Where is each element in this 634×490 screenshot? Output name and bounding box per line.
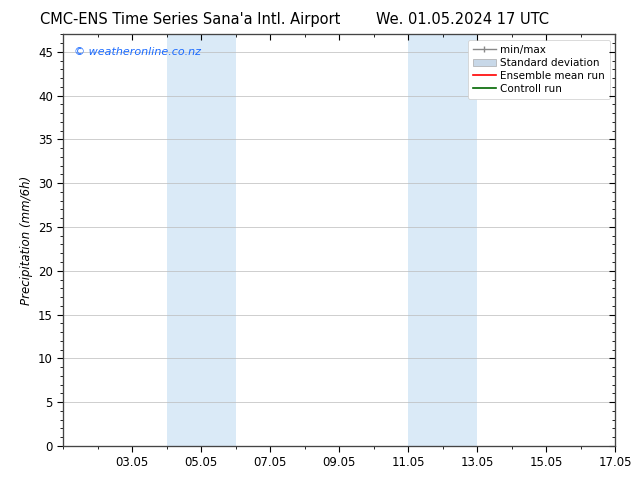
Text: © weatheronline.co.nz: © weatheronline.co.nz <box>74 47 202 57</box>
Text: CMC-ENS Time Series Sana'a Intl. Airport: CMC-ENS Time Series Sana'a Intl. Airport <box>40 12 340 27</box>
Bar <box>167 34 236 446</box>
Text: We. 01.05.2024 17 UTC: We. 01.05.2024 17 UTC <box>377 12 549 27</box>
Legend: min/max, Standard deviation, Ensemble mean run, Controll run: min/max, Standard deviation, Ensemble me… <box>467 40 610 99</box>
Y-axis label: Precipitation (mm/6h): Precipitation (mm/6h) <box>20 175 32 305</box>
Bar <box>408 34 477 446</box>
